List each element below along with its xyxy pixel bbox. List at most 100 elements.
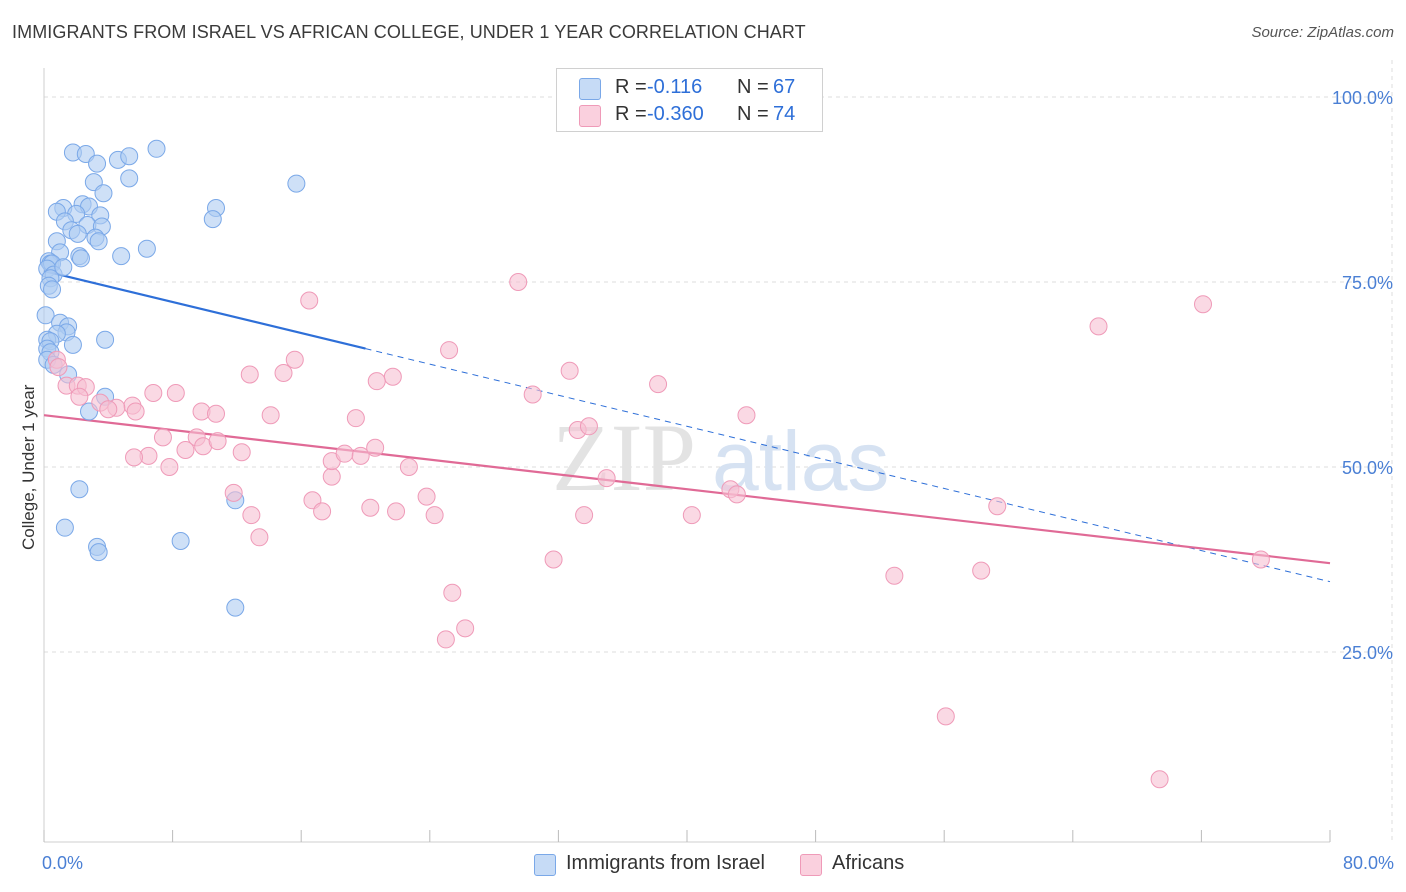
y-tick-label: 100.0% <box>1332 88 1393 108</box>
legend-r-label: R = <box>615 76 647 98</box>
africans-point <box>261 406 280 425</box>
africans-point <box>208 432 227 451</box>
bottom-legend-label: Africans <box>832 852 905 874</box>
africans-point <box>242 506 261 525</box>
africans-point <box>509 273 528 291</box>
africans-point <box>988 497 1007 516</box>
africans-point <box>153 428 172 447</box>
israel-point <box>88 154 107 173</box>
chart-title: IMMIGRANTS FROM ISRAEL VS AFRICAN COLLEG… <box>12 22 806 42</box>
trend-lines <box>43 269 1331 583</box>
africans-point <box>166 384 185 402</box>
africans-point <box>232 443 251 462</box>
x-tick-label: 80.0% <box>1343 853 1394 873</box>
israel-trend-line <box>43 269 366 350</box>
africans-point <box>1194 295 1213 314</box>
africans-point <box>443 583 462 602</box>
israel-point <box>112 247 131 266</box>
africans-point <box>417 487 436 506</box>
israel-point <box>137 239 156 258</box>
africans-point <box>972 561 991 580</box>
legend-r-label: R = <box>615 103 647 125</box>
africans-point <box>387 502 406 521</box>
legend-n-value: 67 <box>773 76 796 98</box>
africans-point <box>240 365 259 384</box>
tick-labels: 25.0% 50.0% 75.0% 100.0% 0.0% 80.0% <box>42 88 1394 873</box>
bottom-swatch-pink <box>800 854 822 876</box>
africans-point <box>70 387 89 406</box>
israel-point <box>147 139 166 158</box>
africans-point <box>1089 317 1108 336</box>
y-tick-label: 25.0% <box>1342 643 1393 663</box>
africans-point <box>560 361 579 380</box>
y-tick-label: 75.0% <box>1342 273 1393 293</box>
africans-point <box>207 404 226 423</box>
africans-point <box>313 502 332 521</box>
africans-point <box>125 448 144 467</box>
africans-point <box>523 385 542 404</box>
israel-point <box>71 249 90 268</box>
israel-point <box>36 306 55 325</box>
grid-lines <box>44 60 1393 842</box>
africans-point <box>1150 770 1169 789</box>
africans-point <box>366 438 385 457</box>
africans-point <box>649 375 668 394</box>
israel-point <box>203 210 222 229</box>
israel-point <box>54 258 73 277</box>
africans-point <box>456 619 475 638</box>
legend-n-value: 74 <box>773 103 796 125</box>
israel-point <box>120 169 139 188</box>
israel-point <box>43 280 62 299</box>
israel-point <box>89 543 108 562</box>
africans-point <box>126 402 145 421</box>
watermark-zip: ZIP <box>552 404 696 511</box>
africans-point <box>737 406 756 425</box>
africans-point <box>425 506 444 525</box>
africans-point <box>224 483 243 502</box>
africans-point <box>250 528 269 547</box>
legend-r-value: -0.360 <box>647 103 704 125</box>
africans-point <box>1251 550 1270 569</box>
africans-point <box>936 707 955 726</box>
israel-point <box>94 184 113 203</box>
africans-point <box>176 440 195 459</box>
israel-point <box>55 518 74 537</box>
source-label: Source: ZipAtlas.com <box>1251 24 1394 41</box>
africans-point <box>597 469 616 488</box>
africans-point <box>99 400 118 419</box>
africans-point <box>285 350 304 369</box>
africans-point <box>351 446 370 465</box>
israel-point <box>68 224 87 243</box>
axes <box>43 68 1331 843</box>
africans-point <box>361 498 380 517</box>
africans-point <box>335 444 354 463</box>
legend-n-label: N = <box>737 76 769 98</box>
y-tick-label: 50.0% <box>1342 458 1393 478</box>
africans-point <box>49 358 68 377</box>
africans-point <box>346 409 365 428</box>
x-tick-label: 0.0% <box>42 853 83 873</box>
israel-point <box>226 598 245 617</box>
israel-point <box>120 147 139 166</box>
legend-r-value: -0.116 <box>647 76 703 98</box>
africans-point <box>383 367 402 386</box>
africans-trend-line <box>43 414 1331 565</box>
data-points <box>36 139 1270 789</box>
africans-point <box>274 364 293 383</box>
israel-point <box>70 480 89 499</box>
legend-swatch-blue <box>579 78 601 100</box>
africans-point <box>885 566 904 585</box>
africans-point <box>144 384 163 402</box>
israel-point <box>171 532 190 550</box>
africans-point <box>440 341 459 360</box>
israel-trend-extension <box>365 348 1331 583</box>
africans-point <box>160 458 179 476</box>
africans-point <box>727 485 746 504</box>
africans-point <box>682 506 701 525</box>
africans-point <box>575 506 594 525</box>
israel-point <box>96 330 115 349</box>
legend-n-label: N = <box>737 103 769 125</box>
israel-point <box>63 335 82 354</box>
africans-point <box>544 550 563 569</box>
